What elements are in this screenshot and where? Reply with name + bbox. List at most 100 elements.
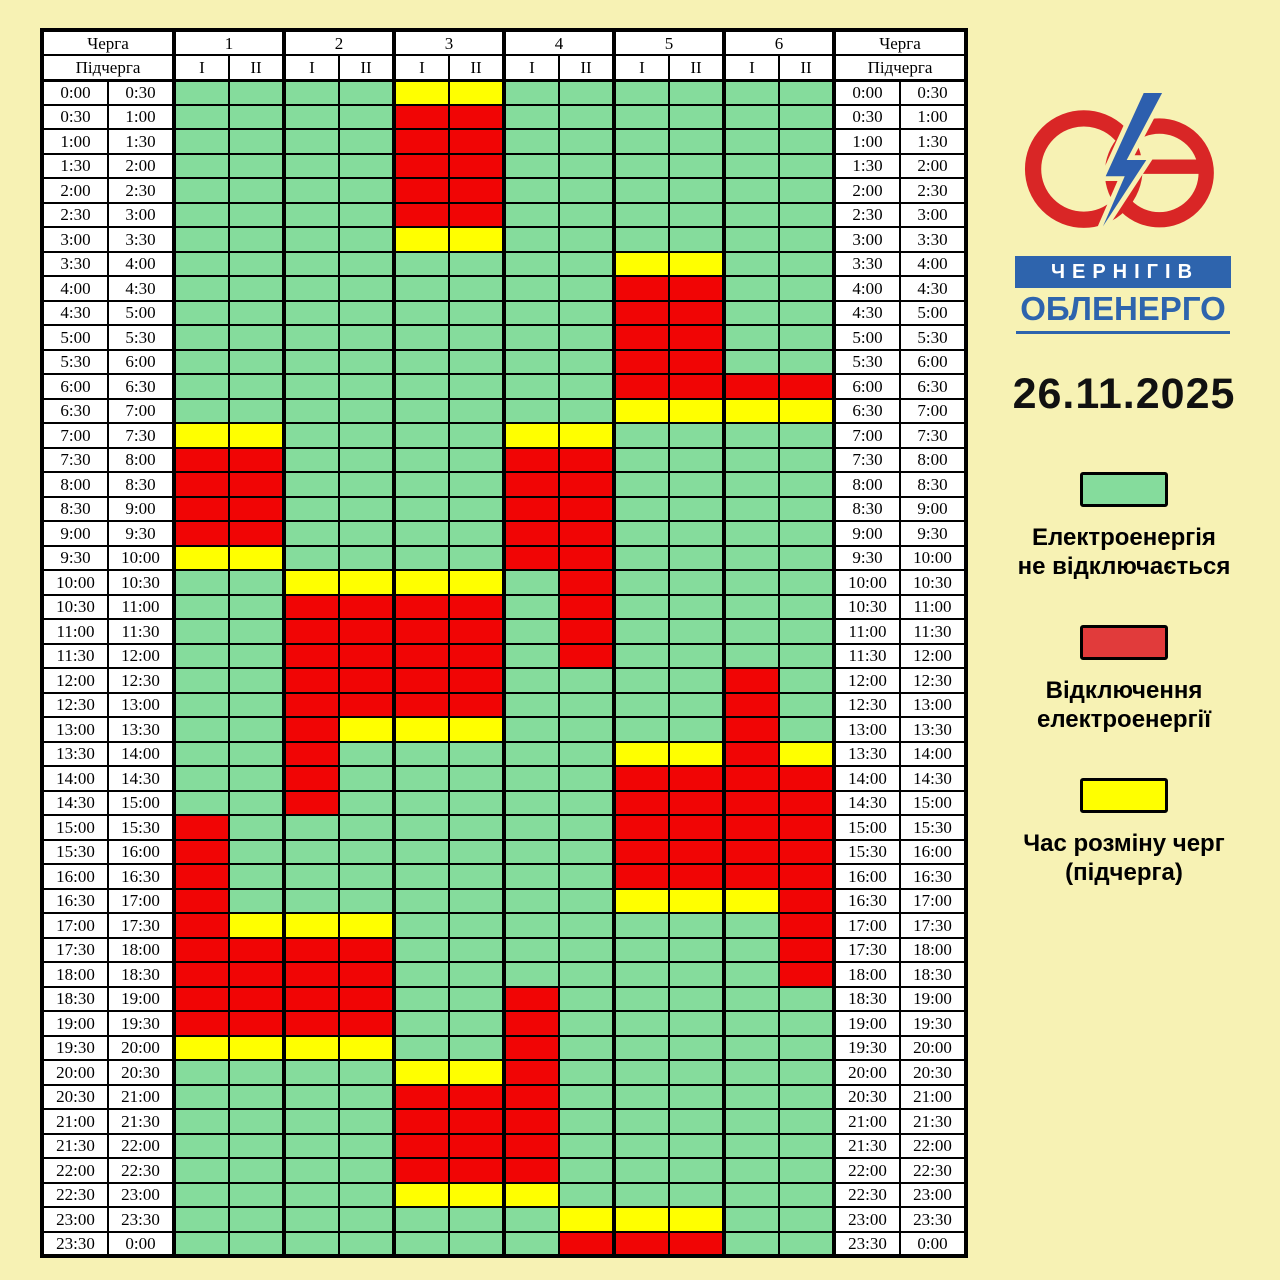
schedule-cell [502, 201, 560, 228]
schedule-cell [282, 299, 340, 326]
schedule-cell [558, 177, 615, 204]
schedule-cell [502, 1132, 560, 1159]
time-slot-end: 20:00 [107, 1034, 175, 1061]
schedule-cell [668, 128, 725, 155]
time-slot-start: 0:30 [41, 103, 109, 130]
time-slot-start: 17:30 [41, 936, 109, 963]
time-slot-end: 10:30 [899, 569, 967, 596]
schedule-cell [282, 887, 340, 914]
schedule-cell [612, 250, 670, 277]
schedule-row: 18:30 19:00 18:30 19:00 [41, 985, 967, 1012]
schedule-cell [722, 299, 780, 326]
schedule-cell [338, 324, 395, 351]
time-slot-end: 7:30 [107, 422, 175, 449]
schedule-cell [448, 1034, 505, 1061]
schedule-cell [722, 1083, 780, 1110]
time-slot-start: 13:00 [41, 716, 109, 743]
schedule-cell [172, 691, 230, 718]
schedule-cell [172, 397, 230, 424]
schedule-cell [448, 1010, 505, 1037]
schedule-cell [338, 912, 395, 939]
schedule-cell [558, 544, 615, 571]
schedule-cell [338, 1059, 395, 1086]
schedule-cell [722, 716, 780, 743]
time-slot-start: 8:00 [832, 471, 901, 498]
schedule-cell [502, 275, 560, 302]
schedule-cell [722, 250, 780, 277]
time-slot-end: 22:30 [107, 1157, 175, 1184]
time-slot-end: 4:00 [899, 250, 967, 277]
schedule-row: 9:00 9:30 9:00 9:30 [41, 520, 967, 547]
schedule-cell [228, 1083, 285, 1110]
schedule-row: 22:00 22:30 22:00 22:30 [41, 1157, 967, 1184]
schedule-cell [612, 765, 670, 792]
time-slot-end: 11:00 [107, 593, 175, 620]
schedule-cell [502, 226, 560, 253]
schedule-row: 10:00 10:30 10:00 10:30 [41, 569, 967, 596]
schedule-cell [392, 667, 450, 694]
subqueue-number: II [558, 54, 615, 82]
schedule-cell [778, 446, 836, 473]
schedule-cell [502, 1034, 560, 1061]
schedule-cell [502, 422, 560, 449]
schedule-cell [668, 936, 725, 963]
schedule-cell [392, 152, 450, 179]
schedule-cell [668, 985, 725, 1012]
schedule-cell [338, 348, 395, 375]
schedule-cell [668, 863, 725, 890]
schedule-cell [612, 1181, 670, 1208]
schedule-cell [172, 348, 230, 375]
schedule-cell [448, 1230, 505, 1257]
schedule-cell [172, 275, 230, 302]
schedule-cell [392, 128, 450, 155]
schedule-cell [668, 667, 725, 694]
schedule-cell [558, 1083, 615, 1110]
schedule-cell [448, 446, 505, 473]
time-slot-end: 3:30 [899, 226, 967, 253]
schedule-cell [448, 1181, 505, 1208]
time-slot-start: 12:30 [832, 691, 901, 718]
schedule-cell [282, 520, 340, 547]
schedule-cell [172, 936, 230, 963]
schedule-cell [722, 1181, 780, 1208]
schedule-cell [172, 299, 230, 326]
schedule-cell [668, 814, 725, 841]
schedule-cell [392, 250, 450, 277]
schedule-cell [392, 1059, 450, 1086]
schedule-cell [282, 1108, 340, 1135]
schedule-cell [338, 226, 395, 253]
time-slot-end: 3:30 [107, 226, 175, 253]
schedule-cell [338, 128, 395, 155]
schedule-cell [228, 201, 285, 228]
schedule-cell [448, 324, 505, 351]
schedule-cell [778, 985, 836, 1012]
schedule-row: 14:00 14:30 14:00 14:30 [41, 765, 967, 792]
schedule-cell [778, 226, 836, 253]
schedule-cell [392, 838, 450, 865]
time-slot-start: 20:30 [832, 1083, 901, 1110]
schedule-cell [502, 520, 560, 547]
schedule-cell [282, 765, 340, 792]
schedule-row: 8:30 9:00 8:30 9:00 [41, 495, 967, 522]
schedule-cell [502, 765, 560, 792]
time-slot-end: 3:00 [107, 201, 175, 228]
time-slot-start: 3:30 [832, 250, 901, 277]
time-slot-start: 19:00 [41, 1010, 109, 1037]
schedule-cell [228, 397, 285, 424]
schedule-row: 5:00 5:30 5:00 5:30 [41, 324, 967, 351]
schedule-cell [668, 1132, 725, 1159]
subqueue-number: I [722, 54, 780, 82]
schedule-cell [338, 275, 395, 302]
schedule-cell [502, 299, 560, 326]
schedule-cell [172, 373, 230, 400]
time-slot-start: 1:30 [832, 152, 901, 179]
time-slot-start: 7:30 [832, 446, 901, 473]
schedule-cell [172, 789, 230, 816]
schedule-cell [338, 299, 395, 326]
schedule-cell [448, 716, 505, 743]
schedule-cell [612, 985, 670, 1012]
schedule-cell [558, 348, 615, 375]
schedule-cell [172, 471, 230, 498]
time-slot-start: 8:30 [41, 495, 109, 522]
schedule-cell [172, 985, 230, 1012]
